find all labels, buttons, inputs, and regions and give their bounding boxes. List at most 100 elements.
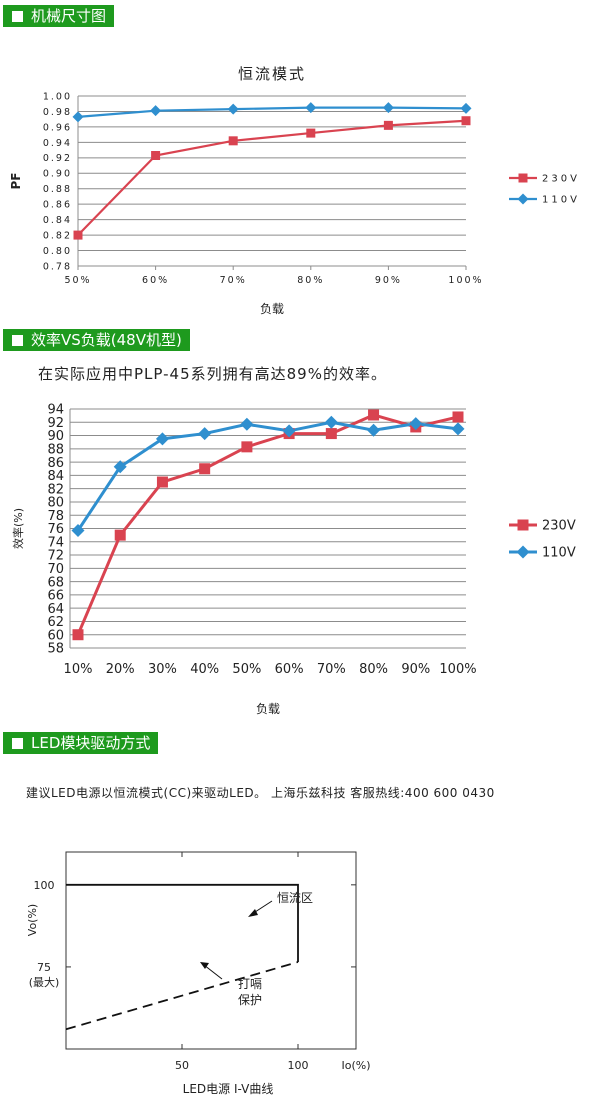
y-tick-label: 68 — [47, 575, 64, 590]
section-title: 机械尺寸图 — [31, 7, 107, 25]
x-tick-label: 70% — [220, 275, 247, 286]
annotation-arrow-line — [203, 964, 223, 980]
y-tick-label: 100 — [34, 879, 55, 892]
plot-frame — [65, 851, 357, 1050]
x-tick-label: 60% — [275, 662, 304, 677]
legend-label-110V: 110V — [542, 546, 576, 561]
data-point-110V — [113, 460, 127, 474]
annotation-cc-region: 恒流区 — [277, 891, 313, 905]
data-point-110V — [227, 103, 239, 115]
data-point-110V — [150, 105, 162, 117]
x-tick-label: 50% — [232, 662, 261, 677]
y-tick-label: 62 — [47, 615, 64, 630]
y-tick-label: 58 — [47, 642, 64, 657]
data-point-110V — [367, 423, 381, 437]
data-point-230V — [452, 411, 464, 423]
y-tick-label: 76 — [47, 522, 64, 537]
y-tick-label: 86 — [47, 456, 64, 471]
y-tick-label: 0.98 — [43, 107, 72, 118]
hiccup-curve — [65, 961, 299, 1031]
data-point-230V — [114, 529, 126, 541]
section-title: 效率VS负载(48V机型) — [31, 331, 182, 349]
data-point-110V — [324, 415, 338, 429]
x-tick-label: 10% — [64, 662, 93, 677]
y-tick-label: 0.78 — [43, 261, 72, 272]
y-tick-label: 88 — [47, 443, 64, 458]
data-point-110V — [72, 111, 84, 123]
series-line-110V — [76, 420, 459, 532]
x-axis-label: 负载 — [260, 302, 284, 316]
data-point-230V — [383, 120, 393, 130]
x-axis-label: 负载 — [256, 702, 280, 716]
annotation-hiccup: 打嗝 — [238, 977, 262, 991]
square-bullet-icon — [12, 737, 23, 749]
data-point-230V — [156, 476, 168, 488]
section-header-led: LED模块驱动方式 — [3, 732, 159, 754]
y-tick-label: 92 — [47, 416, 64, 431]
legend-marker-230V — [517, 519, 529, 531]
x-tick-label: 100% — [448, 275, 483, 286]
y-tick-label: 80 — [47, 496, 64, 511]
data-point-230V — [461, 116, 471, 126]
x-tick-label: 80% — [359, 662, 388, 677]
data-point-230V — [241, 441, 253, 453]
x-tick-label: 30% — [148, 662, 177, 677]
chart-caption: LED电源 I-V曲线 — [183, 1082, 274, 1096]
data-point-230V — [306, 128, 316, 138]
chart-title: 恒流模式 — [238, 65, 306, 83]
data-point-230V — [228, 136, 238, 146]
y-tick-label: 78 — [47, 509, 64, 524]
y-tick-label: 0.86 — [43, 200, 72, 211]
pf-chart: 1.00 0.98 0.96 0.94 0.92 0.90 0.88 0.86 0.84 0.82… — [9, 65, 580, 316]
legend-marker-230V — [518, 173, 528, 183]
x-tick-label: 70% — [317, 662, 346, 677]
x-tick-label: 50 — [175, 1059, 189, 1072]
data-point-110V — [451, 422, 465, 436]
arrow-head-icon — [248, 909, 258, 917]
data-point-230V — [72, 629, 84, 641]
annotation-protection: 保护 — [238, 993, 262, 1007]
x-tick-label: 90% — [401, 662, 430, 677]
y-tick-label: 0.96 — [43, 122, 72, 133]
y-tick-label: 66 — [47, 589, 64, 604]
x-tick-label: 50% — [64, 275, 91, 286]
y-tick-label: 90 — [47, 429, 64, 444]
y-tick-label: 0.80 — [43, 246, 72, 257]
y-tick-label: 0.88 — [43, 184, 72, 195]
arrow-head-icon — [200, 962, 209, 969]
x-tick-label: 60% — [142, 275, 169, 286]
y-tick-label: 70 — [47, 562, 64, 577]
y-tick-label: 0.82 — [43, 231, 72, 242]
data-point-110V — [198, 427, 212, 441]
data-point-230V — [325, 428, 337, 440]
section-header-efficiency: 效率VS负载(48V机型) — [3, 329, 190, 351]
y-tick-label: 0.94 — [43, 138, 72, 149]
legend-marker-110V — [517, 193, 529, 205]
data-point-110V — [71, 523, 85, 537]
y-tick-label: 72 — [47, 549, 64, 564]
x-tick-label: 100 — [288, 1059, 309, 1072]
efficiency-chart: 9492908886848280787674727068666462605810… — [11, 403, 576, 716]
efficiency-intro-text: 在实际应用中PLP-45系列拥有高达89%的效率。 — [38, 365, 387, 383]
y-tick-label: 0.90 — [43, 169, 72, 180]
legend-label-230V: 230V — [542, 174, 580, 185]
x-tick-label: 20% — [106, 662, 135, 677]
y-tick-label: 0.92 — [43, 153, 72, 164]
y-axis-label: PF — [9, 173, 23, 190]
square-bullet-icon — [12, 334, 23, 346]
y-tick-label: 84 — [47, 469, 64, 484]
data-point-110V — [305, 102, 317, 114]
led-drive-note: 建议LED电源以恒流模式(CC)来驱动LED。 上海乐兹科技 客服热线:400 … — [26, 786, 495, 800]
data-point-110V — [409, 417, 423, 431]
section-title: LED模块驱动方式 — [31, 734, 151, 752]
data-point-110V — [155, 432, 169, 446]
legend-marker-110V — [516, 545, 530, 559]
data-point-110V — [240, 417, 254, 431]
series-line-230V — [76, 413, 459, 636]
data-point-230V — [199, 463, 211, 475]
data-point-230V — [73, 230, 83, 240]
y-tick-label: 64 — [47, 602, 64, 617]
legend-label-110V: 110V — [542, 195, 580, 206]
y-tick-sublabel: (最大) — [29, 975, 60, 989]
